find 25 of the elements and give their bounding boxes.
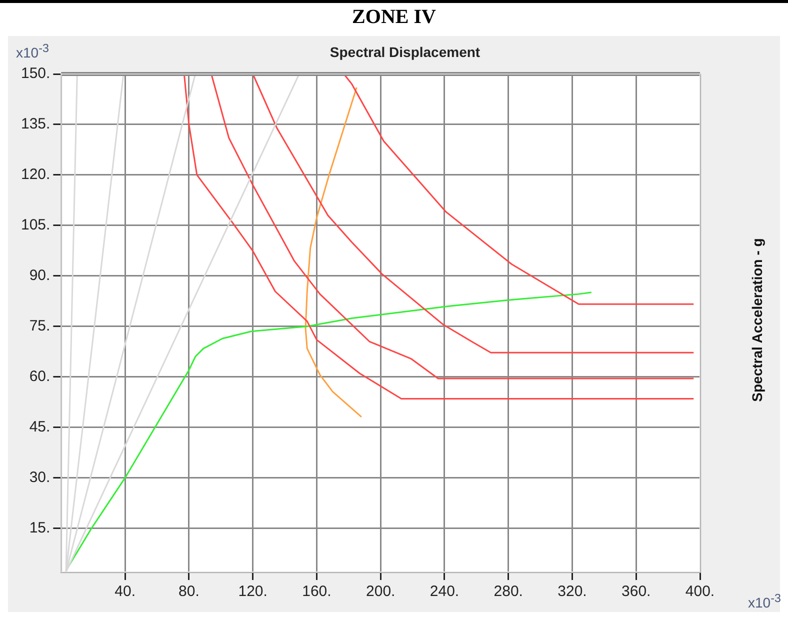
y-tick-label: 150. xyxy=(20,65,50,82)
x-axis-title: Spectral Displacement xyxy=(328,44,482,60)
y-tick-label: 45. xyxy=(29,418,50,436)
x-tick-label: 160. xyxy=(302,583,332,600)
y-tick-label: 75. xyxy=(29,318,50,335)
x-tick-label: 280. xyxy=(494,583,523,600)
x-tick-label: 200. xyxy=(366,583,396,600)
y-tick-label: 105. xyxy=(20,216,50,234)
x-tick-label: 120. xyxy=(238,583,268,600)
y-tick-label: 15. xyxy=(29,519,50,536)
x-tick-label: 400. xyxy=(685,583,715,600)
x-tick-label: 320. xyxy=(558,583,587,600)
x-tick-label: 360. xyxy=(622,583,651,600)
x-tick-label: 40. xyxy=(114,583,136,600)
x-tick-label: 80. xyxy=(178,583,200,600)
y-tick-label: 30. xyxy=(29,468,50,486)
chart-title: ZONE IV xyxy=(351,6,437,29)
text: x10$^{-3}$ xyxy=(748,592,781,611)
x-tick-label: 240. xyxy=(430,583,460,600)
y-tick-label: 90. xyxy=(29,267,50,284)
text: x10$^{-3}$ xyxy=(16,42,49,61)
y-axis-title: Spectral Acceleration - g xyxy=(749,238,765,402)
y-tick-label: 135. xyxy=(20,116,50,133)
y-tick-label: 60. xyxy=(29,368,50,385)
y-tick-label: 120. xyxy=(20,166,50,184)
